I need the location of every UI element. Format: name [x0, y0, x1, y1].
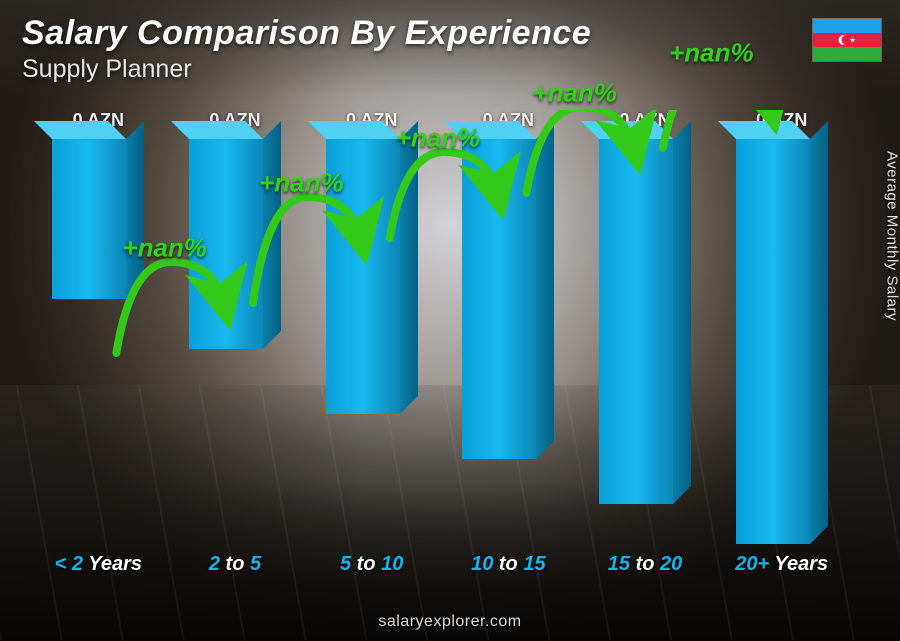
pct-change-label: +nan%: [669, 38, 754, 69]
bars-container: 0 AZN0 AZN0 AZN0 AZN0 AZN0 AZN: [30, 110, 850, 543]
y-axis-title: Average Monthly Salary: [884, 151, 900, 321]
x-tick: 20+ Years: [713, 543, 850, 591]
bar-side: [126, 121, 144, 299]
pct-change-label: +nan%: [122, 233, 207, 264]
x-tick: 10 to 15: [440, 543, 577, 591]
x-tick: < 2 Years: [30, 543, 167, 591]
bar-side: [810, 121, 828, 544]
page-subtitle: Supply Planner: [22, 55, 591, 84]
bar-slot: 0 AZN: [577, 110, 714, 543]
flag-stripe-bot: [813, 47, 881, 61]
bar-front: [52, 139, 126, 299]
country-flag: [812, 18, 882, 62]
page-title: Salary Comparison By Experience: [22, 14, 591, 53]
bar: [462, 139, 554, 459]
bar: [736, 139, 828, 544]
bar-side: [263, 121, 281, 349]
bar-side: [400, 121, 418, 414]
bar-slot: 0 AZN: [440, 110, 577, 543]
bar: [599, 139, 691, 504]
crescent-icon: [839, 35, 849, 45]
pct-change-label: +nan%: [532, 78, 617, 109]
bar-side: [536, 121, 554, 459]
bar: [52, 139, 144, 299]
flag-stripe-top: [813, 19, 881, 33]
flag-stripe-mid: [813, 33, 881, 47]
pct-change-label: +nan%: [259, 168, 344, 199]
pct-change-label: +nan%: [396, 123, 481, 154]
x-tick: 15 to 20: [577, 543, 714, 591]
title-block: Salary Comparison By Experience Supply P…: [22, 14, 591, 84]
bar-front: [736, 139, 810, 544]
bar-slot: 0 AZN: [713, 110, 850, 543]
x-axis: < 2 Years2 to 55 to 1010 to 1515 to 2020…: [30, 543, 850, 591]
x-tick: 5 to 10: [303, 543, 440, 591]
star-icon: [850, 37, 856, 43]
bar-front: [599, 139, 673, 504]
bar-front: [462, 139, 536, 459]
footer-credit: salaryexplorer.com: [0, 613, 900, 631]
bar-slot: 0 AZN: [30, 110, 167, 543]
bar-side: [673, 121, 691, 504]
bar-chart: 0 AZN0 AZN0 AZN0 AZN0 AZN0 AZN < 2 Years…: [30, 110, 850, 591]
flag-emblem: [839, 35, 856, 45]
x-tick: 2 to 5: [167, 543, 304, 591]
